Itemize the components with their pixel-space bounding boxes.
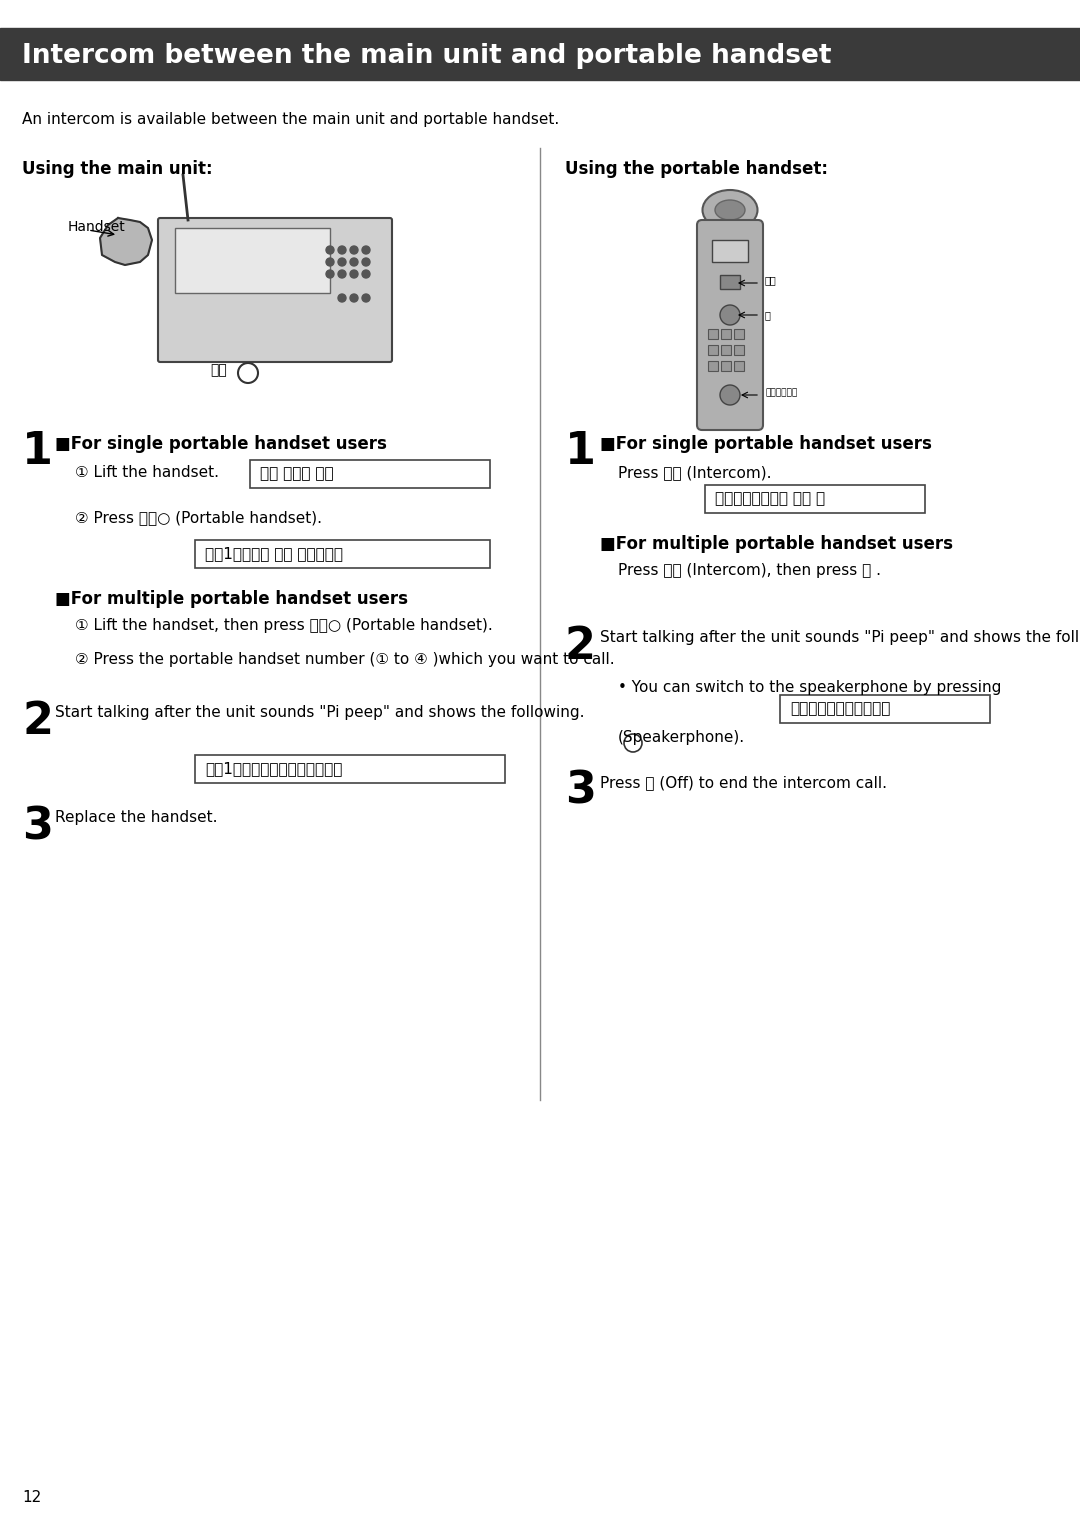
Circle shape xyxy=(326,246,334,254)
Text: Start talking after the unit sounds "Pi peep" and shows the following.: Start talking after the unit sounds "Pi … xyxy=(55,704,584,720)
Bar xyxy=(705,484,924,513)
Bar xyxy=(195,539,490,568)
Text: ■For single portable handset users: ■For single portable handset users xyxy=(600,435,932,452)
Text: ① Lift the handset, then press 子機○ (Portable handset).: ① Lift the handset, then press 子機○ (Port… xyxy=(75,617,492,633)
Text: コキ1　ナイセンツウワ　チュウ: コキ1 ナイセンツウワ チュウ xyxy=(205,761,342,776)
Circle shape xyxy=(338,270,346,278)
Ellipse shape xyxy=(715,200,745,220)
Text: 3: 3 xyxy=(22,805,53,848)
Bar xyxy=(721,361,731,371)
Bar xyxy=(0,28,1080,79)
Bar xyxy=(721,345,731,354)
Text: 内線: 内線 xyxy=(765,275,777,286)
Text: ■For single portable handset users: ■For single portable handset users xyxy=(55,435,387,452)
Text: (Speakerphone).: (Speakerphone). xyxy=(618,730,745,746)
Circle shape xyxy=(350,293,357,303)
Text: 1: 1 xyxy=(565,429,596,474)
Bar xyxy=(721,329,731,339)
Bar xyxy=(175,228,330,293)
Bar xyxy=(734,345,744,354)
Text: Start talking after the unit sounds "Pi peep" and shows the following.: Start talking after the unit sounds "Pi … xyxy=(600,630,1080,645)
Text: 3: 3 xyxy=(565,770,596,813)
Circle shape xyxy=(362,246,370,254)
Ellipse shape xyxy=(702,189,757,231)
Text: Using the main unit:: Using the main unit: xyxy=(22,160,213,177)
Text: Using the portable handset:: Using the portable handset: xyxy=(565,160,828,177)
Circle shape xyxy=(338,246,346,254)
Circle shape xyxy=(326,258,334,266)
Bar xyxy=(734,361,744,371)
Circle shape xyxy=(350,246,357,254)
Text: ② Press the portable handset number (① to ④ )which you want to call.: ② Press the portable handset number (① t… xyxy=(75,652,615,668)
Bar xyxy=(708,361,718,371)
Text: ナイセン　ヨビ゚ タ゚ シ: ナイセン ヨビ゚ タ゚ シ xyxy=(715,492,825,506)
Circle shape xyxy=(350,270,357,278)
Text: 1: 1 xyxy=(22,429,53,474)
Bar xyxy=(734,329,744,339)
Text: • You can switch to the speakerphone by pressing: • You can switch to the speakerphone by … xyxy=(618,680,1001,695)
FancyBboxPatch shape xyxy=(158,219,392,362)
Bar xyxy=(249,460,490,487)
Text: ナイセンツウワ　チュウ: ナイセンツウワ チュウ xyxy=(789,701,890,717)
Circle shape xyxy=(624,733,642,752)
Text: Handset: Handset xyxy=(68,220,125,234)
Text: ① Lift the handset.: ① Lift the handset. xyxy=(75,465,219,480)
Text: Press 内線 (Intercom).: Press 内線 (Intercom). xyxy=(618,465,771,480)
Circle shape xyxy=(362,270,370,278)
Circle shape xyxy=(350,258,357,266)
Bar xyxy=(195,755,505,782)
Text: Replace the handset.: Replace the handset. xyxy=(55,810,217,825)
Circle shape xyxy=(238,364,258,384)
Text: 2: 2 xyxy=(22,700,53,743)
Text: An intercom is available between the main unit and portable handset.: An intercom is available between the mai… xyxy=(22,112,559,127)
Polygon shape xyxy=(100,219,152,264)
Bar xyxy=(708,329,718,339)
Bar xyxy=(708,345,718,354)
Text: ② Press 子機○ (Portable handset).: ② Press 子機○ (Portable handset). xyxy=(75,510,322,526)
Text: 2: 2 xyxy=(565,625,596,668)
FancyBboxPatch shape xyxy=(697,220,762,429)
Circle shape xyxy=(362,258,370,266)
Circle shape xyxy=(338,293,346,303)
Text: コキ1　ヨビ゚ タ゚ シ　チュウ: コキ1 ヨビ゚ タ゚ シ チュウ xyxy=(205,547,343,561)
Text: ■For multiple portable handset users: ■For multiple portable handset users xyxy=(55,590,408,608)
Circle shape xyxy=(338,258,346,266)
Text: パ ンコ゚ ウ？: パ ンコ゚ ウ？ xyxy=(260,466,334,481)
Text: 切: 切 xyxy=(765,310,771,319)
Circle shape xyxy=(720,306,740,325)
Text: 12: 12 xyxy=(22,1490,41,1505)
Circle shape xyxy=(326,270,334,278)
Text: Press 内線 (Intercom), then press ⓪ .: Press 内線 (Intercom), then press ⓪ . xyxy=(618,562,881,578)
Text: ■For multiple portable handset users: ■For multiple portable handset users xyxy=(600,535,953,553)
Circle shape xyxy=(720,385,740,405)
Bar xyxy=(712,240,748,261)
Bar xyxy=(720,275,740,289)
Bar xyxy=(780,695,990,723)
Text: スピーカホン: スピーカホン xyxy=(765,388,797,397)
Circle shape xyxy=(362,293,370,303)
Text: 子機: 子機 xyxy=(210,364,227,377)
Text: Press ⓭ (Off) to end the intercom call.: Press ⓭ (Off) to end the intercom call. xyxy=(600,775,887,790)
Text: Intercom between the main unit and portable handset: Intercom between the main unit and porta… xyxy=(22,43,832,69)
